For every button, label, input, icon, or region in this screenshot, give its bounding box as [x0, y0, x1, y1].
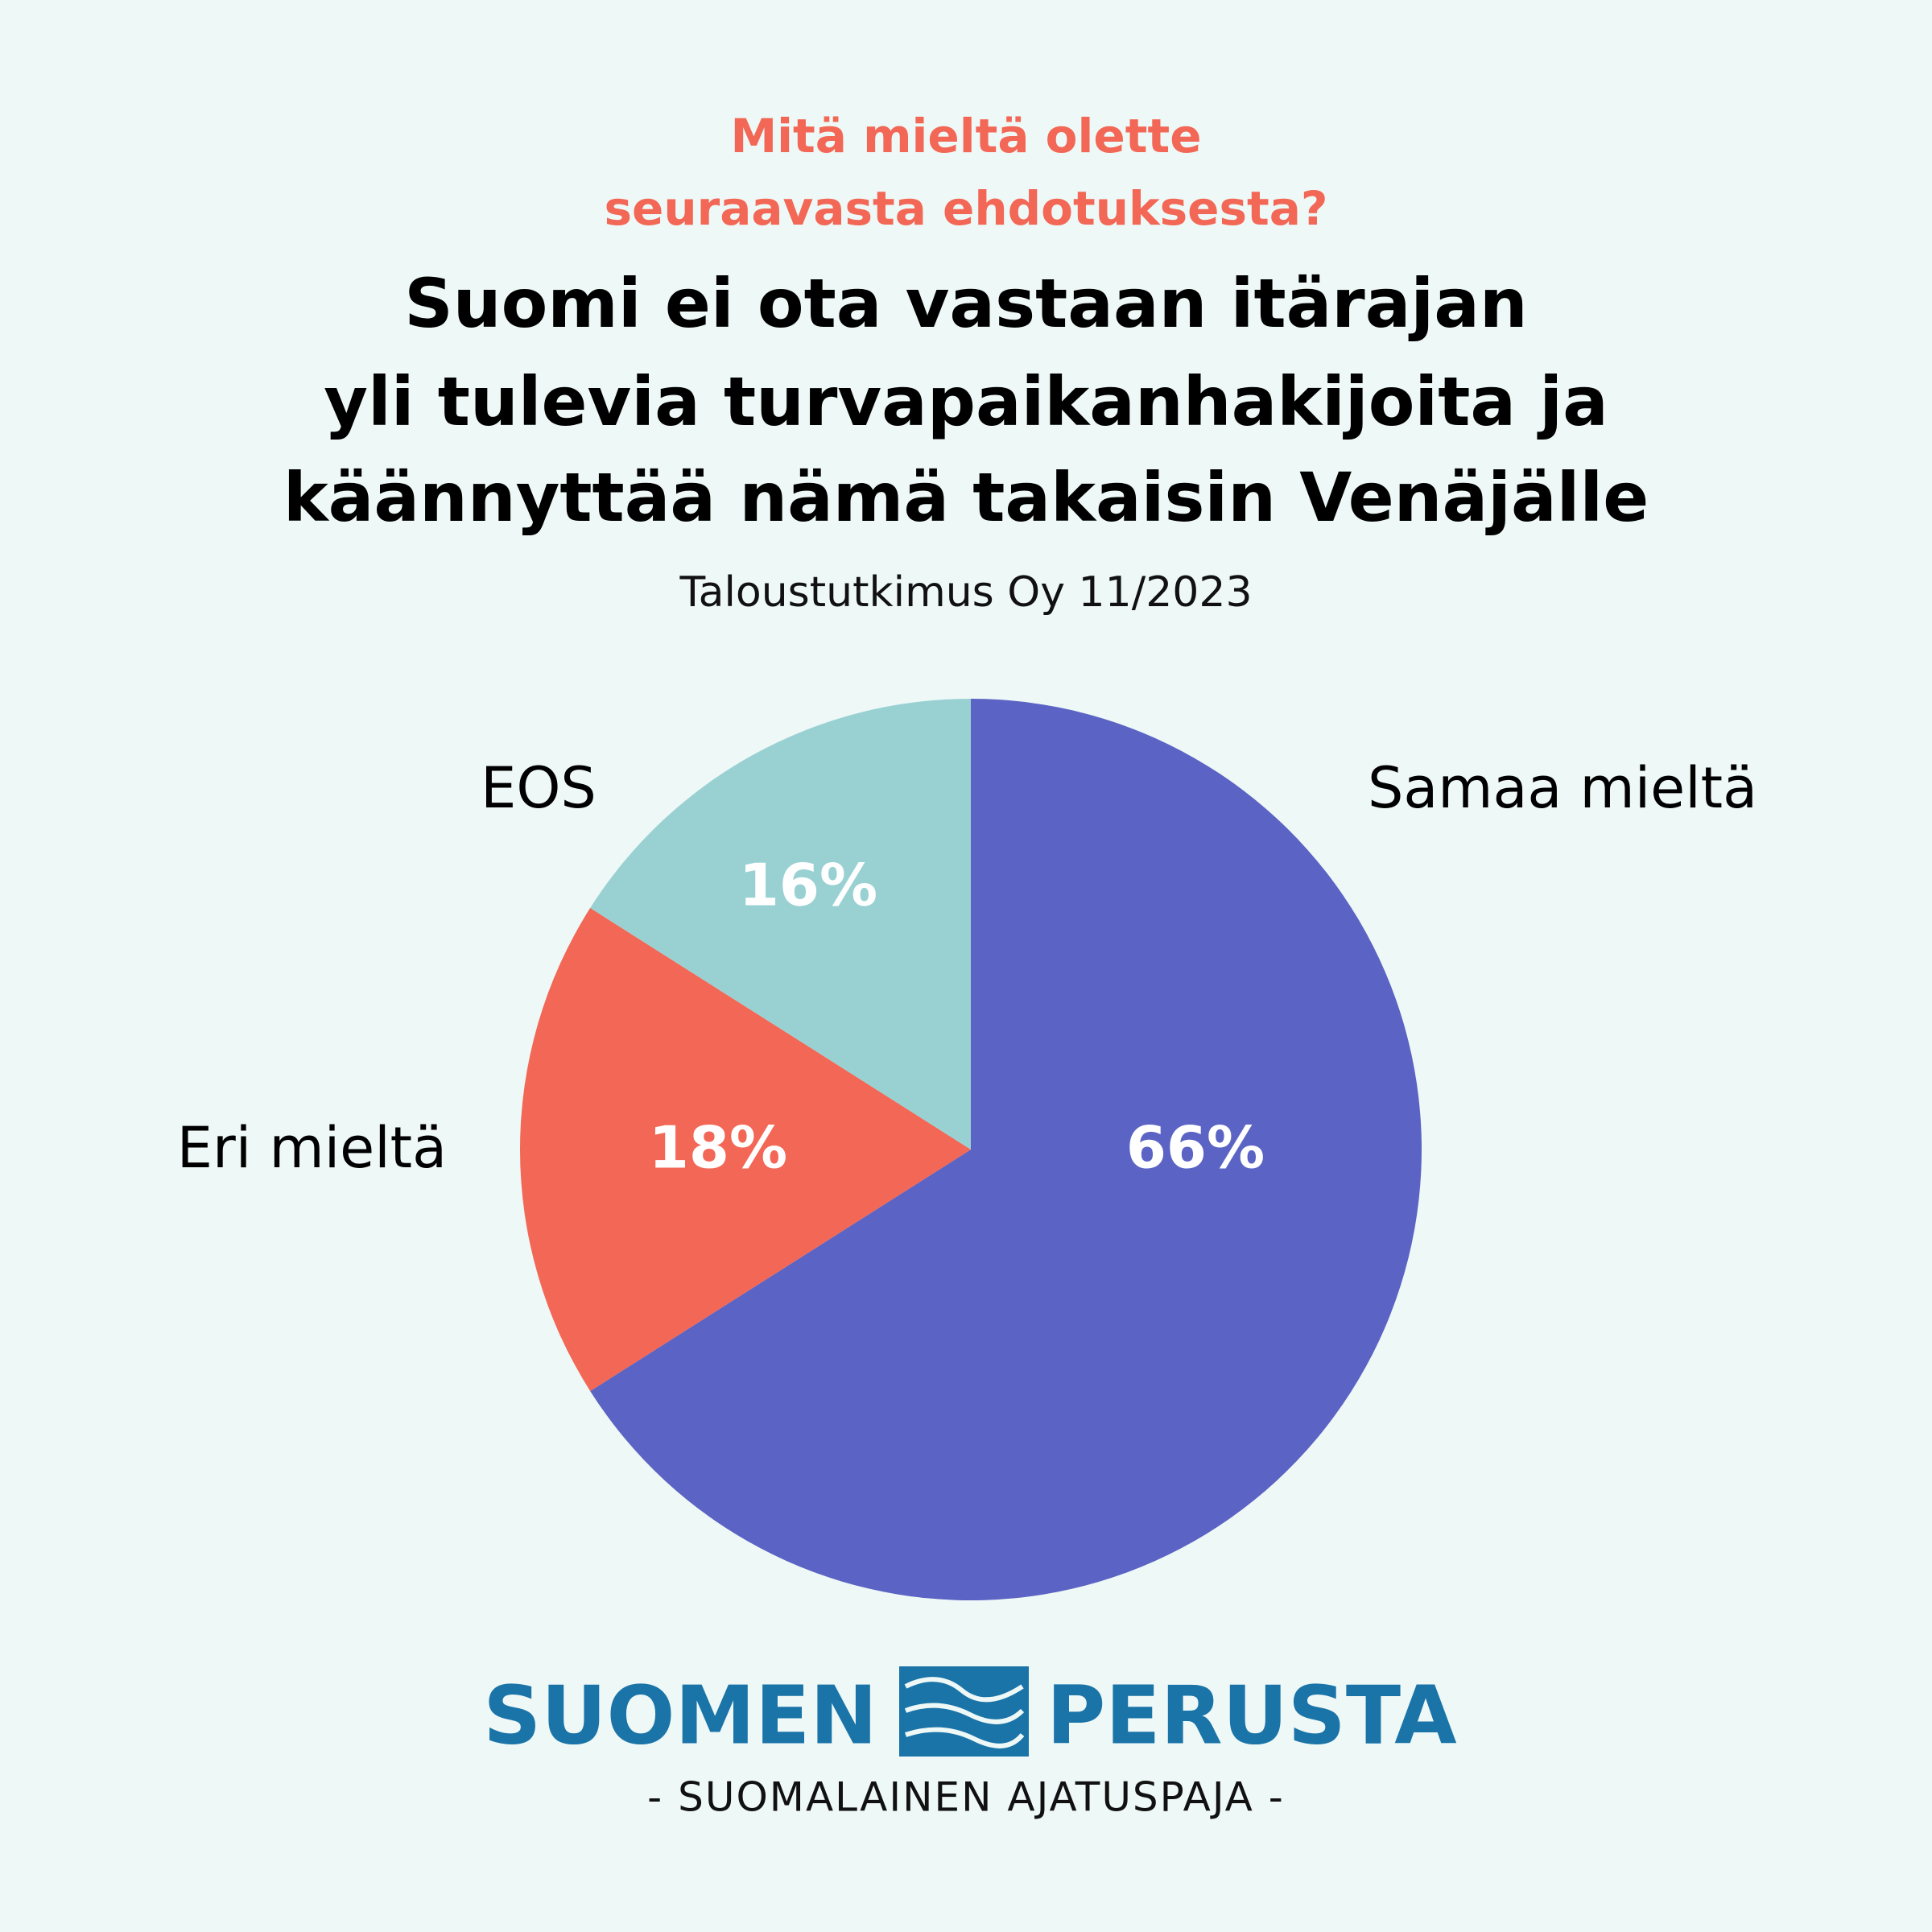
pie: [520, 699, 1422, 1601]
chart-subtitle: Taloustutkimus Oy 11/2023: [679, 568, 1252, 617]
logo-text: PERUSTA: [1046, 1668, 1457, 1762]
logo-text: SUOMEN: [483, 1668, 877, 1762]
pie-slice: [520, 907, 971, 1392]
category-label: EOS: [481, 755, 597, 821]
category-label: Eri mieltä: [177, 1115, 447, 1181]
pie-slice: [590, 699, 1422, 1601]
pie-slice: [590, 699, 971, 1150]
chart-title: Suomi ei ota vastaan itärajan: [404, 264, 1527, 343]
chart-title: yli tulevia turvapaikanhakijoita ja: [324, 362, 1608, 441]
value-label: 18%: [649, 1114, 787, 1182]
logo-icon: [899, 1666, 1029, 1757]
question-line: Mitä mieltä olette: [730, 109, 1201, 163]
question-line: seuraavasta ehdotuksesta?: [604, 181, 1327, 236]
logo-tagline: - SUOMALAINEN AJATUSPAJA -: [647, 1774, 1285, 1821]
value-label: 66%: [1126, 1114, 1265, 1182]
chart-title: käännyttää nämä takaisin Venäjälle: [283, 458, 1649, 537]
category-label: Samaa mieltä: [1368, 755, 1757, 821]
value-label: 16%: [739, 852, 877, 919]
